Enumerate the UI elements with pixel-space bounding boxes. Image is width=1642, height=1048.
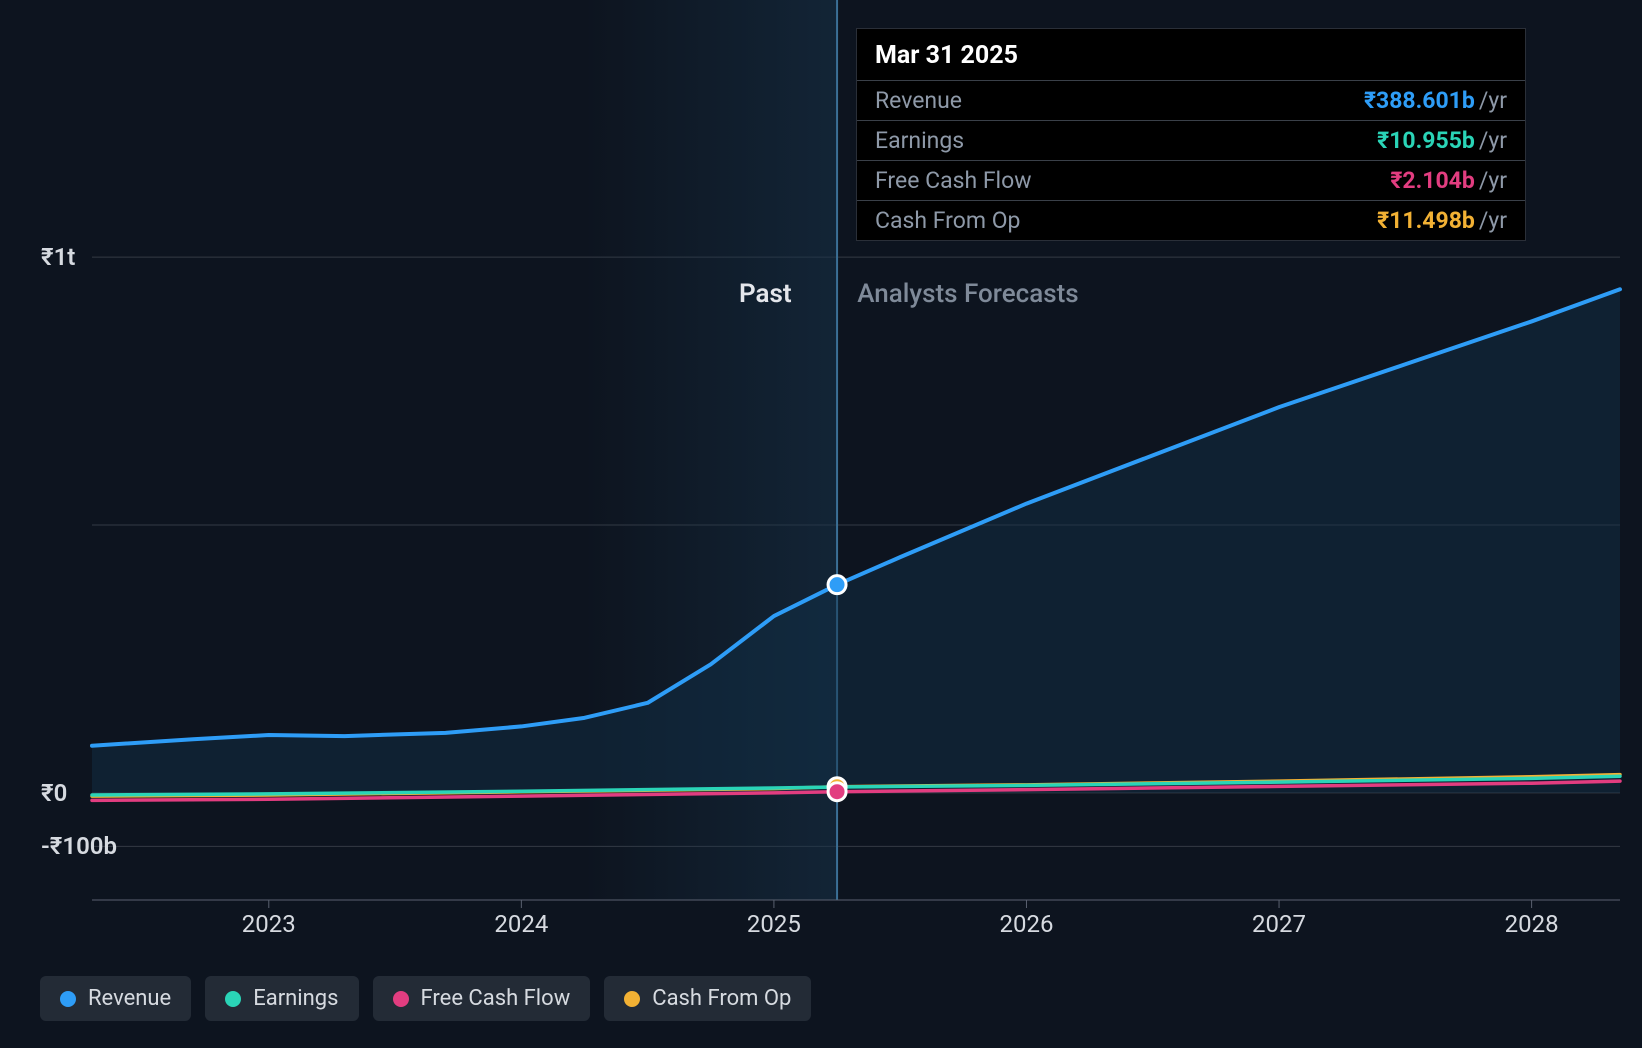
legend-label: Revenue — [88, 986, 171, 1011]
x-axis-tick: 2025 — [747, 910, 801, 938]
tooltip-metric-suffix: /yr — [1479, 127, 1507, 154]
y-axis-tick: ₹0 — [41, 779, 67, 807]
legend-dot-icon — [624, 991, 640, 1007]
y-axis-tick: -₹100b — [41, 832, 117, 860]
tooltip-metric-suffix: /yr — [1479, 167, 1507, 194]
tooltip-row: Cash From Op₹11.498b /yr — [857, 201, 1525, 240]
legend-dot-icon — [60, 991, 76, 1007]
legend-item[interactable]: Cash From Op — [604, 976, 811, 1021]
legend-label: Free Cash Flow — [421, 986, 571, 1011]
x-axis-tick: 2027 — [1252, 910, 1306, 938]
tooltip-row: Free Cash Flow₹2.104b /yr — [857, 161, 1525, 201]
tooltip-row: Revenue₹388.601b /yr — [857, 81, 1525, 121]
past-label: Past — [739, 279, 792, 309]
chart-tooltip: Mar 31 2025 Revenue₹388.601b /yrEarnings… — [856, 28, 1526, 241]
legend-item[interactable]: Revenue — [40, 976, 191, 1021]
y-axis-tick: ₹1t — [41, 243, 75, 271]
legend-dot-icon — [225, 991, 241, 1007]
chart-legend: Revenue Earnings Free Cash Flow Cash From O… — [40, 976, 811, 1021]
cursor-marker-revenue — [828, 576, 846, 594]
tooltip-metric-value: ₹11.498b — [1377, 207, 1475, 234]
tooltip-metric-label: Revenue — [875, 87, 1364, 114]
x-axis-tick: 2024 — [494, 910, 548, 938]
tooltip-date: Mar 31 2025 — [857, 29, 1525, 81]
tooltip-metric-value: ₹10.955b — [1377, 127, 1475, 154]
tooltip-metric-suffix: /yr — [1479, 207, 1507, 234]
legend-label: Cash From Op — [652, 986, 791, 1011]
x-axis-tick: 2026 — [999, 910, 1053, 938]
cursor-marker-free_cash_flow — [828, 783, 846, 801]
x-axis-tick: 2028 — [1505, 910, 1559, 938]
tooltip-metric-value: ₹2.104b — [1390, 167, 1475, 194]
legend-item[interactable]: Earnings — [205, 976, 358, 1021]
legend-label: Earnings — [253, 986, 338, 1011]
tooltip-metric-value: ₹388.601b — [1364, 87, 1475, 114]
legend-item[interactable]: Free Cash Flow — [373, 976, 591, 1021]
tooltip-metric-label: Free Cash Flow — [875, 167, 1390, 194]
tooltip-metric-suffix: /yr — [1479, 87, 1507, 114]
tooltip-row: Earnings₹10.955b /yr — [857, 121, 1525, 161]
legend-dot-icon — [393, 991, 409, 1007]
tooltip-metric-label: Cash From Op — [875, 207, 1377, 234]
x-axis-tick: 2023 — [242, 910, 296, 938]
tooltip-metric-label: Earnings — [875, 127, 1377, 154]
forecast-label: Analysts Forecasts — [857, 279, 1078, 309]
